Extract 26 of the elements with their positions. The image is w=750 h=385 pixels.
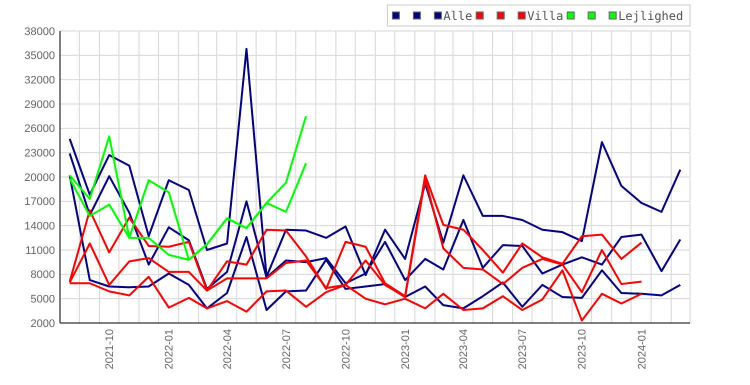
y-tick-label: 17000: [24, 196, 55, 208]
y-tick-label: 2000: [30, 318, 55, 330]
x-tick-label: 2024-01: [636, 329, 648, 370]
x-tick-label: 2022-04: [222, 329, 234, 370]
x-tick-label: 2021-10: [104, 329, 116, 370]
y-tick-label: 5000: [30, 294, 55, 306]
y-tick-label: 23000: [24, 148, 55, 160]
x-tick-label: 2023-10: [576, 329, 589, 370]
y-tick-label: 26000: [24, 123, 55, 136]
x-tick-label: 2023-07: [517, 329, 530, 370]
x-tick-label: 2023-01: [400, 329, 412, 370]
y-tick-label: 20000: [24, 172, 55, 184]
y-tick-label: 35000: [24, 50, 55, 62]
y-tick-label: 11000: [25, 244, 55, 257]
x-tick-label: 2023-04: [458, 329, 470, 370]
y-tick-label: 29000: [24, 98, 55, 111]
legend-label: Alle: [443, 9, 472, 23]
y-tick-label: 14000: [24, 220, 55, 233]
x-tick-label: 2022-07: [280, 329, 293, 370]
y-tick-label: 38000: [24, 26, 55, 38]
legend-label: Villa: [527, 9, 564, 23]
y-tick-label: 8000: [30, 269, 55, 282]
x-tick-label: 2022-10: [340, 329, 352, 370]
legend-label: Lejlighed: [618, 9, 684, 23]
x-tick-label: 2022-01: [164, 329, 176, 370]
y-tick-label: 32000: [24, 74, 55, 87]
